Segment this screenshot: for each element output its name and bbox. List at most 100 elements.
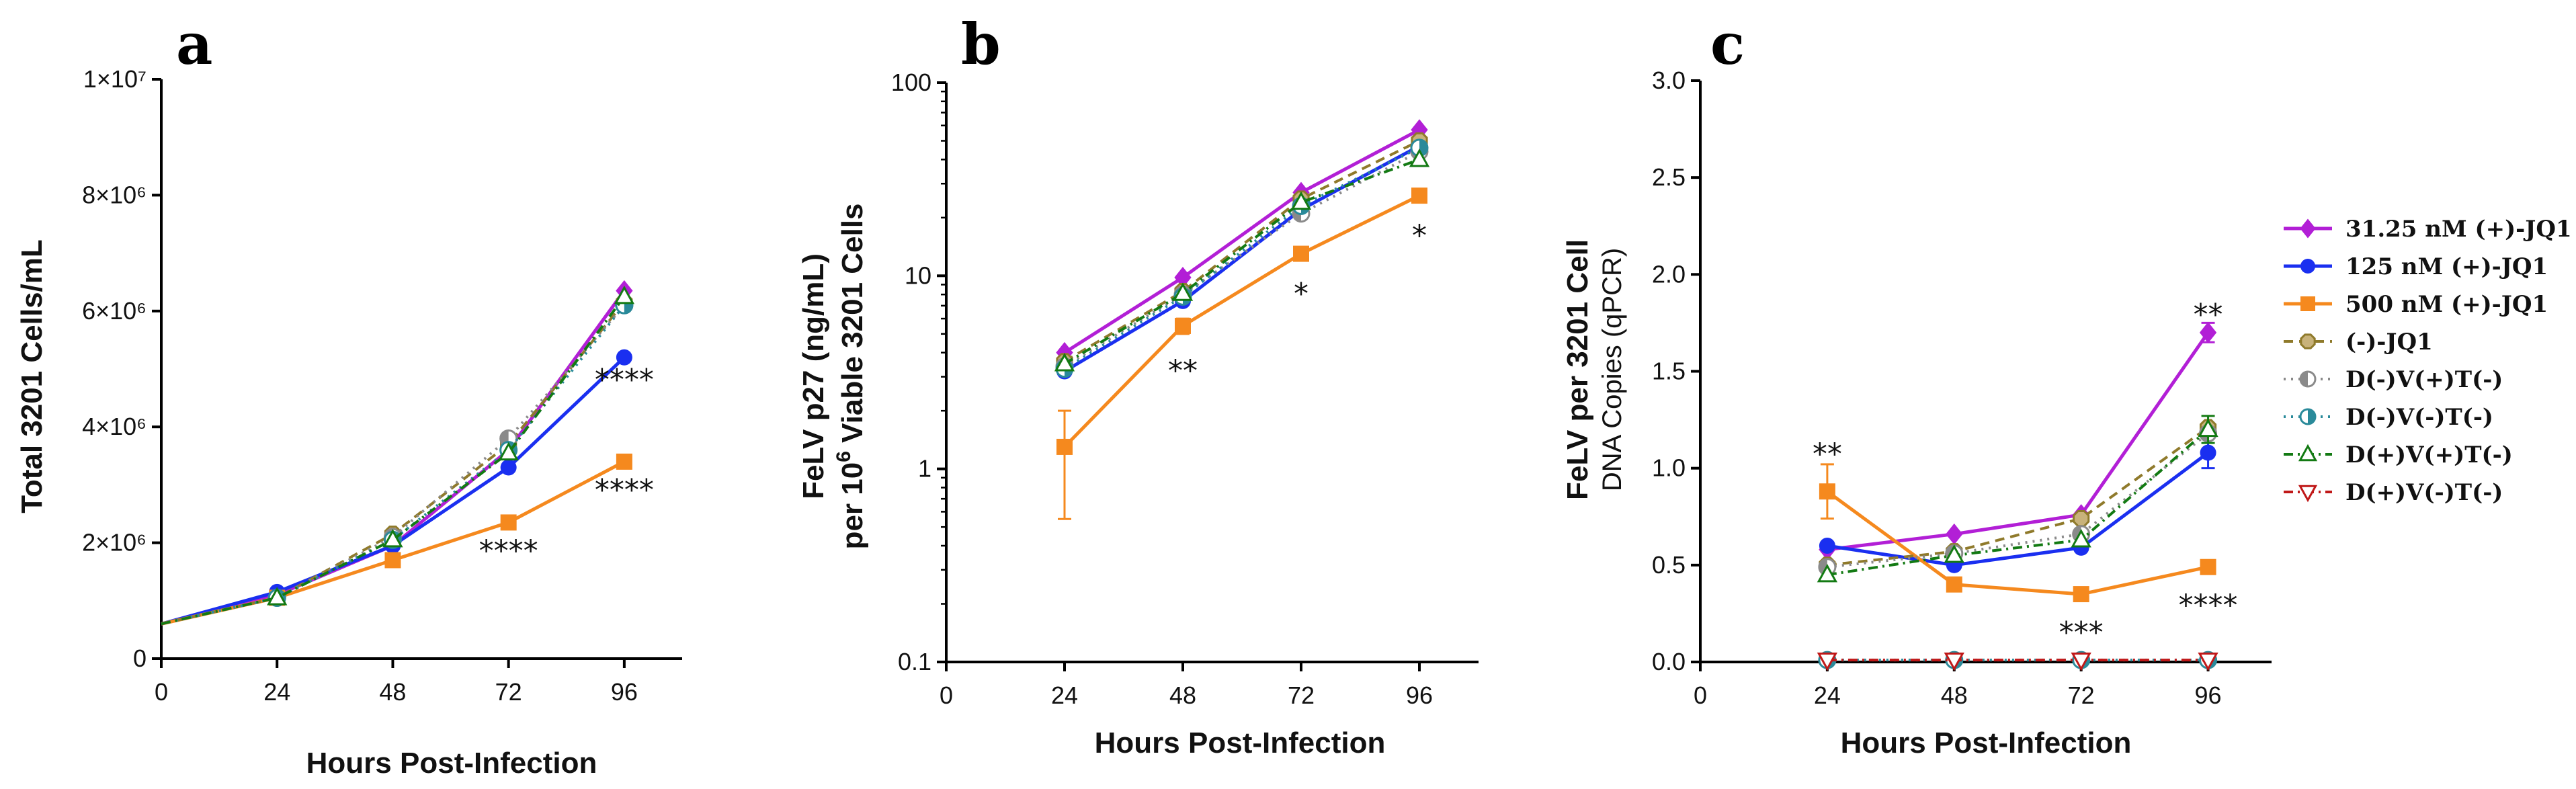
x-tick-label: 72 bbox=[495, 678, 522, 706]
series-line-s7 bbox=[1827, 428, 2209, 577]
series-line-s3 bbox=[1826, 490, 2209, 596]
data-point-s7 bbox=[1944, 544, 1964, 563]
legend-label: D(-)V(-)T(-) bbox=[2345, 404, 2493, 431]
series-line-s6 bbox=[161, 304, 626, 626]
x-tick-label: 24 bbox=[1051, 681, 1078, 709]
series-line-s1 bbox=[1063, 128, 1421, 354]
series-line-s7 bbox=[161, 296, 626, 626]
legend-marker bbox=[2300, 259, 2315, 274]
x-tick-label: 72 bbox=[1288, 681, 1315, 709]
x-tick-label: 0 bbox=[940, 681, 953, 709]
series-s1 bbox=[1056, 119, 1428, 364]
y-axis-title-c-line1: FeLV per 3201 Cell bbox=[1561, 239, 1594, 500]
series-line-s3 bbox=[1063, 194, 1421, 448]
legend: 31.25 nM (+)-JQ1 125 nM (+)-JQ1 500 nM (+)… bbox=[2284, 216, 2572, 506]
panel-letter-b: b bbox=[961, 11, 1001, 77]
x-axis-title-c: Hours Post-Infection bbox=[1841, 726, 2132, 759]
legend-item-s6: D(-)V(-)T(-) bbox=[2284, 404, 2493, 431]
series-line-s2 bbox=[1827, 451, 2210, 567]
series-line-s6 bbox=[1063, 147, 1420, 370]
y-axis-title-b-line2: per 106 Viable 3201 Cells bbox=[833, 204, 869, 550]
significance-label: ** bbox=[1168, 354, 1198, 388]
x-tick-label: 96 bbox=[611, 678, 638, 706]
y-tick-label: 3.0 bbox=[1652, 67, 1686, 94]
legend-item-s2: 125 nM (+)-JQ1 bbox=[2284, 253, 2548, 280]
series-s2 bbox=[1819, 436, 2216, 573]
series-line-s2 bbox=[1063, 144, 1421, 373]
data-point-s3 bbox=[616, 453, 632, 470]
data-point-s8 bbox=[2071, 653, 2091, 671]
data-point-s3 bbox=[1175, 317, 1191, 334]
significance-label: **** bbox=[479, 534, 538, 569]
data-point-s4 bbox=[2073, 510, 2090, 528]
legend-label: D(+)V(-)T(-) bbox=[2345, 479, 2503, 506]
significance-label: **** bbox=[595, 473, 654, 507]
x-tick-label: 96 bbox=[2195, 681, 2222, 709]
series-s4 bbox=[1056, 132, 1428, 370]
y-tick-label: 0.1 bbox=[898, 648, 931, 675]
series-s1 bbox=[161, 280, 633, 626]
legend-marker bbox=[2298, 444, 2318, 462]
data-point-s8 bbox=[1944, 653, 1964, 671]
legend-label: D(-)V(+)T(-) bbox=[2345, 366, 2503, 393]
data-point-s7 bbox=[614, 285, 635, 304]
data-point-s2 bbox=[616, 349, 632, 366]
y-tick-label: 0 bbox=[133, 645, 147, 672]
y-tick-label: 2×10⁶ bbox=[82, 529, 147, 556]
data-point-s7 bbox=[1290, 191, 1312, 210]
chart-panel-a: 0 24 48 72 96 0 2×10⁶ 4×10⁶ 6×10⁶ 8×10⁶ 1×10⁷ **** *… bbox=[82, 65, 682, 706]
significance-label: ** bbox=[2194, 298, 2223, 332]
y-tick-label: 1.0 bbox=[1652, 454, 1686, 482]
legend-item-s1: 31.25 nM (+)-JQ1 bbox=[2284, 216, 2572, 243]
significance-label: **** bbox=[595, 363, 654, 397]
data-point-s7 bbox=[382, 528, 403, 548]
data-point-s3 bbox=[1411, 188, 1427, 204]
data-point-s7 bbox=[498, 442, 519, 461]
series-s1 bbox=[1819, 321, 2217, 560]
panel-letter-a: a bbox=[176, 11, 212, 77]
y-tick-label: 0.5 bbox=[1652, 551, 1686, 579]
y-axis-title-a: Total 3201 Cells/mL bbox=[15, 239, 48, 513]
x-tick-label: 24 bbox=[1814, 681, 1841, 709]
y-tick-label: 0.0 bbox=[1652, 648, 1686, 675]
series-s3 bbox=[1819, 463, 2216, 603]
legend-item-s3: 500 nM (+)-JQ1 bbox=[2284, 291, 2548, 318]
legend-item-s8: D(+)V(-)T(-) bbox=[2284, 479, 2503, 506]
series-s7 bbox=[1054, 149, 1430, 372]
y-tick-label: 2.0 bbox=[1652, 260, 1686, 288]
series-s2 bbox=[1056, 138, 1427, 380]
data-point-s3 bbox=[384, 552, 401, 569]
y-tick-label: 1.5 bbox=[1652, 358, 1686, 385]
y-tick-label: 4×10⁶ bbox=[82, 413, 147, 440]
data-point-s3 bbox=[2200, 558, 2216, 575]
x-tick-label: 0 bbox=[1694, 681, 1707, 709]
x-tick-label: 48 bbox=[379, 678, 406, 706]
x-tick-label: 72 bbox=[2068, 681, 2095, 709]
x-tick-label: 96 bbox=[1406, 681, 1433, 709]
series-s2 bbox=[161, 349, 632, 626]
series-line-s4 bbox=[1063, 139, 1420, 363]
series-line-s1 bbox=[161, 290, 626, 626]
data-point-s7 bbox=[2198, 418, 2218, 438]
legend-marker-fill bbox=[2300, 372, 2308, 386]
legend-label: D(+)V(+)T(-) bbox=[2345, 442, 2513, 468]
legend-label: (-)-JQ1 bbox=[2345, 329, 2433, 356]
chart-panel-c: 0 24 48 72 960.00.51.01.52.02.53.0**********… bbox=[1652, 67, 2272, 709]
y-tick-label: 100 bbox=[891, 69, 931, 96]
y-tick-label: 10 bbox=[905, 261, 931, 289]
data-point-s8 bbox=[1817, 653, 1838, 671]
data-point-s3 bbox=[1946, 576, 1962, 593]
series-s7 bbox=[1817, 415, 2218, 583]
y-tick-label: 1×10⁷ bbox=[83, 65, 147, 93]
x-tick-label: 48 bbox=[1169, 681, 1196, 709]
series-line-s7 bbox=[1063, 158, 1420, 366]
x-axis-title-b: Hours Post-Infection bbox=[1095, 726, 1386, 759]
legend-label: 31.25 nM (+)-JQ1 bbox=[2345, 216, 2572, 243]
series-s6 bbox=[161, 296, 634, 626]
y-tick-label: 6×10⁶ bbox=[82, 297, 147, 325]
y-tick-label: 8×10⁶ bbox=[82, 181, 147, 208]
data-point-s7 bbox=[2071, 529, 2091, 548]
significance-label: * bbox=[1294, 277, 1308, 311]
